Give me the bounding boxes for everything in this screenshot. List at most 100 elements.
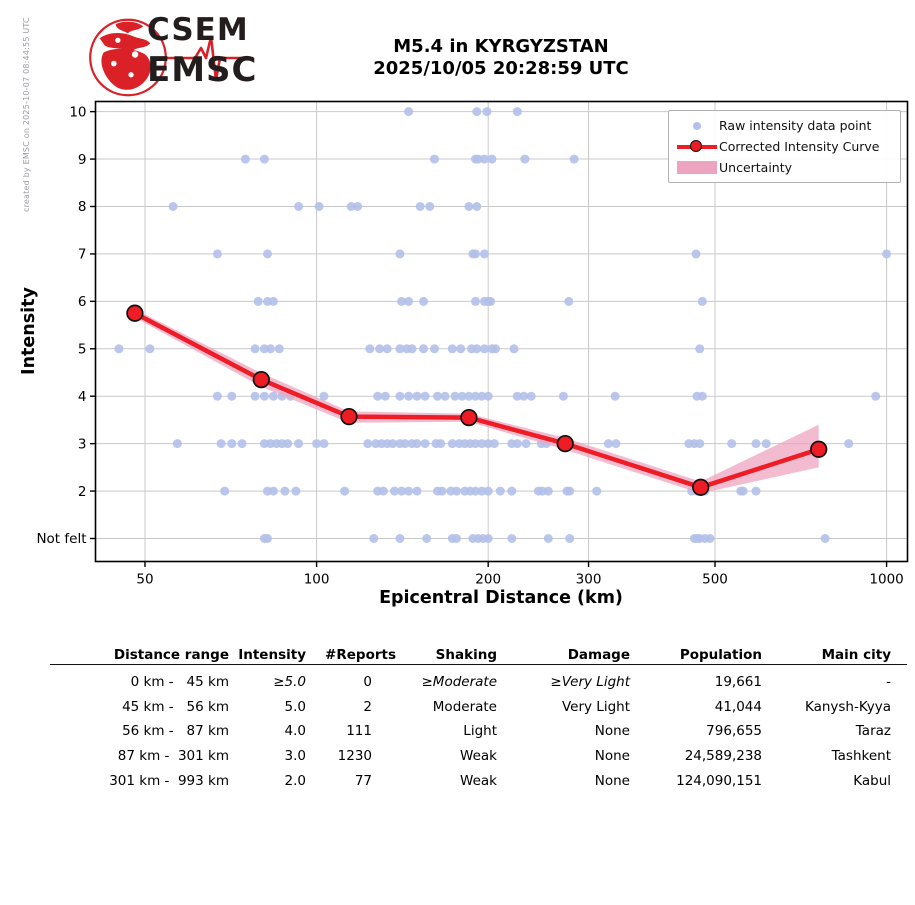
table-cell: 45 km - 56 km — [122, 698, 229, 715]
raw-data-point — [390, 486, 399, 496]
raw-data-point — [483, 534, 493, 543]
raw-data-point — [114, 344, 124, 354]
raw-data-point — [695, 439, 705, 449]
table-cell: Weak — [460, 748, 497, 765]
raw-data-point — [512, 107, 522, 117]
raw-data-point — [452, 486, 461, 496]
raw-data-point — [569, 154, 579, 164]
raw-data-point — [471, 439, 480, 449]
title-event: M5.4 in KYRGYZSTAN — [393, 36, 609, 57]
raw-data-point — [436, 439, 446, 449]
raw-data-point — [378, 486, 388, 496]
table-cell: None — [594, 723, 630, 740]
col-damage: Damage — [567, 647, 630, 663]
raw-data-point — [380, 391, 390, 401]
curve-marker — [692, 478, 710, 496]
raw-point-icon — [693, 121, 701, 130]
raw-data-point — [447, 439, 457, 449]
curve-marker — [126, 304, 144, 322]
raw-data-point — [456, 344, 466, 354]
raw-data-point — [168, 202, 178, 211]
raw-data-point — [266, 344, 275, 354]
y-tick-label: 3 — [78, 436, 87, 452]
table-cell: 19,661 — [714, 674, 762, 691]
table-cell: None — [594, 772, 630, 789]
table-row: 87 km - 301 km 3.0 1230 Weak None 24,589,238 T… — [48, 744, 891, 769]
x-tick-label: 200 — [475, 572, 501, 588]
raw-data-point — [457, 391, 467, 401]
raw-data-point — [395, 344, 405, 354]
table-cell: 4.0 — [284, 723, 306, 740]
raw-data-point — [871, 391, 881, 401]
raw-data-point — [346, 202, 356, 211]
y-tick-label: 6 — [78, 294, 87, 310]
x-tick-label: 300 — [576, 572, 602, 588]
raw-data-point — [751, 486, 761, 496]
raw-data-point — [491, 344, 500, 354]
raw-data-point — [691, 249, 701, 259]
table-cell: 87 km - 301 km — [117, 748, 229, 765]
legend-raw-label: Raw intensity data point — [719, 118, 872, 133]
table-cell: 0 — [363, 674, 372, 691]
col-main-city: Main city — [821, 647, 891, 663]
table-row: 301 km - 993 km 2.0 77 Weak None 124,090,151 K… — [48, 768, 891, 793]
curve-marker — [340, 407, 358, 426]
table-cell: None — [594, 748, 630, 765]
raw-data-point — [268, 296, 278, 306]
emsc-globe-icon — [89, 18, 167, 97]
table-cell: 5.0 — [284, 698, 306, 715]
uncertainty-band — [134, 309, 819, 494]
curve-marker — [460, 408, 478, 427]
raw-data-point — [473, 154, 483, 164]
y-tick-label: 8 — [78, 199, 87, 215]
raw-data-point — [738, 486, 748, 496]
raw-data-point — [471, 249, 480, 259]
raw-data-point — [543, 486, 553, 496]
raw-data-point — [412, 486, 422, 496]
table-cell: 2.0 — [284, 772, 306, 789]
raw-data-point — [477, 439, 487, 449]
table-cell: 796,655 — [706, 723, 762, 740]
raw-data-point — [526, 391, 536, 401]
raw-data-point — [319, 439, 329, 449]
raw-data-point — [472, 107, 482, 117]
col-intensity: Intensity — [238, 647, 306, 663]
raw-data-point — [412, 391, 422, 401]
raw-data-point — [259, 391, 269, 401]
logo-csem-label: CSEM — [147, 12, 249, 48]
legend-item-raw: Raw intensity data point — [675, 115, 894, 136]
raw-data-point — [440, 391, 450, 401]
raw-data-point — [382, 344, 392, 354]
raw-data-point — [397, 486, 407, 496]
raw-data-point — [294, 202, 304, 211]
raw-data-point — [407, 344, 417, 354]
table-cell: ≥5.0 — [273, 674, 306, 691]
raw-data-point — [425, 202, 435, 211]
raw-data-point — [400, 439, 410, 449]
raw-data-point — [365, 344, 375, 354]
raw-data-point — [761, 439, 771, 449]
raw-data-point — [353, 202, 363, 211]
table-cell: 0 km - 45 km — [130, 674, 229, 691]
raw-data-point — [263, 534, 272, 543]
raw-data-point — [844, 439, 854, 449]
raw-data-point — [250, 391, 260, 401]
raw-data-point — [479, 249, 489, 259]
raw-data-point — [464, 391, 474, 401]
table-cell: 124,090,151 — [676, 772, 762, 789]
raw-data-point — [412, 439, 422, 449]
raw-data-point — [471, 296, 480, 306]
raw-data-point — [437, 486, 447, 496]
y-tick-label: 2 — [78, 484, 87, 500]
x-tick-label: 100 — [304, 572, 330, 588]
curve-line-icon — [677, 139, 717, 154]
raw-data-point — [415, 202, 425, 211]
y-tick-label: 5 — [78, 341, 87, 357]
curve-marker — [252, 370, 270, 389]
table-row: 0 km - 45 km ≥5.0 0 ≥Moderate ≥Very Light 19,… — [48, 670, 891, 695]
raw-data-point — [253, 296, 263, 306]
raw-data-point — [483, 391, 493, 401]
table-cell: 111 — [346, 723, 372, 740]
raw-data-point — [695, 344, 705, 354]
raw-data-point — [521, 439, 531, 449]
